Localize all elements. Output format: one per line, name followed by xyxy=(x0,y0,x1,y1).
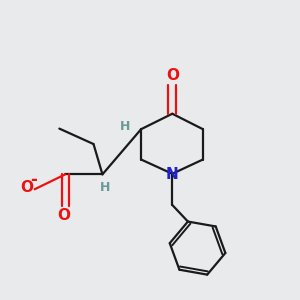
Text: O: O xyxy=(166,68,179,83)
Text: -: - xyxy=(30,171,37,189)
Text: N: N xyxy=(166,167,179,182)
Text: O: O xyxy=(57,208,70,224)
Text: H: H xyxy=(100,181,111,194)
Text: O: O xyxy=(20,180,33,195)
Text: H: H xyxy=(119,120,130,133)
